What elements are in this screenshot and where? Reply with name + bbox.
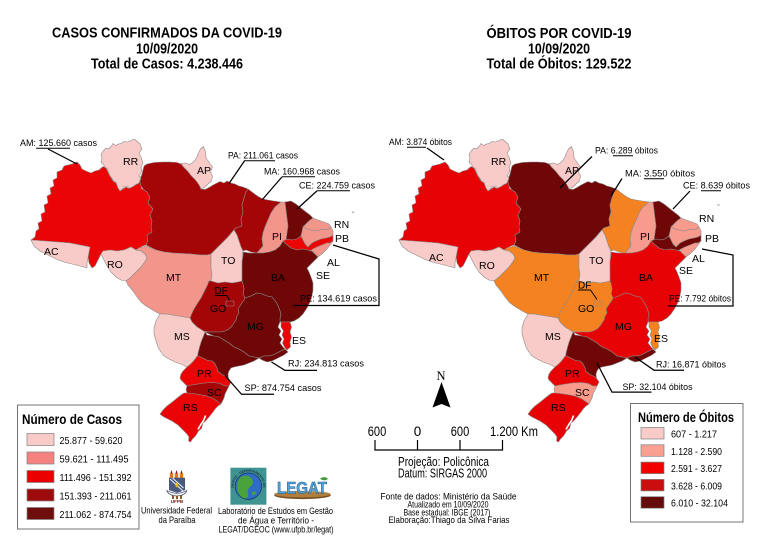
svg-text:10/09/2020: 10/09/2020 bbox=[528, 42, 590, 58]
svg-text:RS: RS bbox=[183, 402, 198, 414]
svg-text:Total de Casos: 4.238.446: Total de Casos: 4.238.446 bbox=[91, 57, 243, 73]
svg-text:AL: AL bbox=[327, 257, 340, 269]
svg-text:SP: 874.754 casos: SP: 874.754 casos bbox=[245, 383, 322, 394]
svg-text:CE: 224.759 casos: CE: 224.759 casos bbox=[299, 181, 375, 192]
svg-text:SE: SE bbox=[679, 265, 693, 277]
svg-text:25.877 - 59.620: 25.877 - 59.620 bbox=[60, 435, 123, 447]
svg-text:PA: 211.061 casos: PA: 211.061 casos bbox=[228, 151, 298, 162]
svg-text:PI: PI bbox=[272, 231, 282, 243]
svg-text:LEGAT/DGEOC (www.ufpb.br/legat: LEGAT/DGEOC (www.ufpb.br/legat) bbox=[219, 525, 334, 536]
svg-text:1.200 Km: 1.200 Km bbox=[490, 424, 538, 439]
svg-text:Elaboração:Thiago da Silva Far: Elaboração:Thiago da Silva Farias bbox=[389, 515, 510, 526]
svg-text:de Água e Território -: de Água e Território - bbox=[238, 516, 314, 527]
svg-text:ES: ES bbox=[292, 335, 306, 347]
svg-text:600: 600 bbox=[451, 424, 470, 439]
svg-text:RS: RS bbox=[551, 402, 566, 414]
svg-text:Total de Óbitos: 129.522: Total de Óbitos: 129.522 bbox=[487, 55, 632, 73]
svg-text:N: N bbox=[436, 369, 445, 383]
svg-text:607 - 1.217: 607 - 1.217 bbox=[671, 429, 717, 441]
svg-text:RN: RN bbox=[334, 219, 349, 231]
svg-text:Projeção: Policônica: Projeção: Policônica bbox=[398, 455, 489, 469]
svg-text:Base estadual: IBGE (2017): Base estadual: IBGE (2017) bbox=[404, 508, 491, 519]
svg-text:RN: RN bbox=[699, 213, 714, 225]
svg-text:Atualizado em 10/09/2020: Atualizado em 10/09/2020 bbox=[408, 500, 489, 511]
svg-text:PI: PI bbox=[640, 231, 650, 243]
svg-text:MA: 160.968 casos: MA: 160.968 casos bbox=[264, 167, 340, 178]
svg-text:59.621 - 111.495: 59.621 - 111.495 bbox=[60, 454, 129, 466]
svg-text:MA: 3.550 óbitos: MA: 3.550 óbitos bbox=[625, 169, 695, 180]
svg-text:6.010 - 32.104: 6.010 - 32.104 bbox=[671, 498, 728, 510]
svg-text:AC: AC bbox=[429, 252, 444, 264]
svg-text:ES: ES bbox=[654, 333, 668, 345]
svg-text:MG: MG bbox=[247, 321, 264, 333]
svg-text:111.496 - 151.392: 111.496 - 151.392 bbox=[60, 472, 132, 484]
svg-text:Fonte de dados: Ministério da: Fonte de dados: Ministério da Saúde bbox=[381, 492, 517, 503]
svg-text:TO: TO bbox=[221, 255, 235, 267]
svg-text:TO: TO bbox=[589, 255, 603, 267]
svg-text:RO: RO bbox=[107, 259, 123, 271]
svg-text:Número de Casos: Número de Casos bbox=[22, 412, 122, 427]
svg-text:MT: MT bbox=[166, 272, 182, 284]
svg-text:PR: PR bbox=[197, 368, 212, 380]
svg-text:211.062 - 874.754: 211.062 - 874.754 bbox=[60, 509, 132, 521]
svg-text:0: 0 bbox=[414, 424, 422, 439]
svg-text:Universidade Federal: Universidade Federal bbox=[141, 506, 212, 517]
svg-text:da Paraíba: da Paraíba bbox=[159, 515, 197, 526]
svg-text:AM: 125.660 casos: AM: 125.660 casos bbox=[20, 138, 97, 149]
svg-text:PB: PB bbox=[705, 233, 719, 245]
svg-text:1.128 - 2.590: 1.128 - 2.590 bbox=[671, 446, 722, 458]
svg-text:Número de Óbitos: Número de Óbitos bbox=[638, 410, 734, 425]
svg-text:ÓBITOS POR COVID-19: ÓBITOS POR COVID-19 bbox=[487, 24, 632, 42]
svg-text:SC: SC bbox=[575, 387, 590, 399]
svg-text:PE: 134.619 casos: PE: 134.619 casos bbox=[300, 294, 377, 305]
svg-text:151.393 - 211.061: 151.393 - 211.061 bbox=[60, 491, 132, 503]
svg-text:UFPB: UFPB bbox=[171, 499, 184, 504]
svg-text:PA: 6.289 óbitos: PA: 6.289 óbitos bbox=[595, 146, 658, 157]
svg-text:GO: GO bbox=[578, 303, 594, 315]
svg-text:SP: 32.104 óbitos: SP: 32.104 óbitos bbox=[623, 382, 693, 393]
svg-text:RO: RO bbox=[479, 260, 495, 272]
svg-text:AL: AL bbox=[692, 253, 705, 265]
svg-text:RJ: 234.813 casos: RJ: 234.813 casos bbox=[288, 359, 364, 370]
svg-text:SE: SE bbox=[316, 270, 330, 282]
svg-text:Laboratório de Estudos em Gest: Laboratório de Estudos em Gestão bbox=[218, 506, 333, 517]
svg-text:PB: PB bbox=[335, 233, 349, 245]
svg-text:AM: 3.874 óbitos: AM: 3.874 óbitos bbox=[389, 137, 452, 148]
svg-text:BA: BA bbox=[639, 272, 653, 284]
svg-text:RJ: 16.871 óbitos: RJ: 16.871 óbitos bbox=[656, 360, 726, 371]
svg-text:RR: RR bbox=[123, 156, 139, 168]
svg-text:3.628 - 6.009: 3.628 - 6.009 bbox=[671, 480, 722, 492]
svg-text:LEGAT: LEGAT bbox=[277, 479, 328, 498]
svg-text:MG: MG bbox=[615, 321, 632, 333]
svg-text:2.591 - 3.627: 2.591 - 3.627 bbox=[671, 463, 722, 475]
svg-text:MS: MS bbox=[545, 331, 561, 343]
svg-text:BA: BA bbox=[271, 272, 285, 284]
svg-text:DF: DF bbox=[215, 286, 228, 297]
svg-text:MT: MT bbox=[534, 272, 550, 284]
svg-text:10/09/2020: 10/09/2020 bbox=[136, 42, 198, 58]
svg-text:CE: 8.639 óbitos: CE: 8.639 óbitos bbox=[683, 181, 750, 192]
svg-text:DF: DF bbox=[578, 281, 591, 292]
svg-text:AC: AC bbox=[44, 246, 59, 258]
svg-text:SC: SC bbox=[207, 387, 222, 399]
svg-text:600: 600 bbox=[368, 424, 387, 439]
svg-text:AP: AP bbox=[197, 165, 211, 177]
svg-text:CASOS CONFIRMADOS DA COVID-19: CASOS CONFIRMADOS DA COVID-19 bbox=[52, 26, 282, 42]
svg-text:GO: GO bbox=[210, 303, 226, 315]
svg-text:MS: MS bbox=[174, 331, 190, 343]
svg-text:PR: PR bbox=[565, 368, 580, 380]
svg-text:PE: 7.792 óbitos: PE: 7.792 óbitos bbox=[669, 294, 731, 305]
svg-text:AP: AP bbox=[565, 165, 579, 177]
svg-text:RR: RR bbox=[491, 156, 507, 168]
svg-text:Datum: SIRGAS 2000: Datum: SIRGAS 2000 bbox=[398, 467, 487, 481]
